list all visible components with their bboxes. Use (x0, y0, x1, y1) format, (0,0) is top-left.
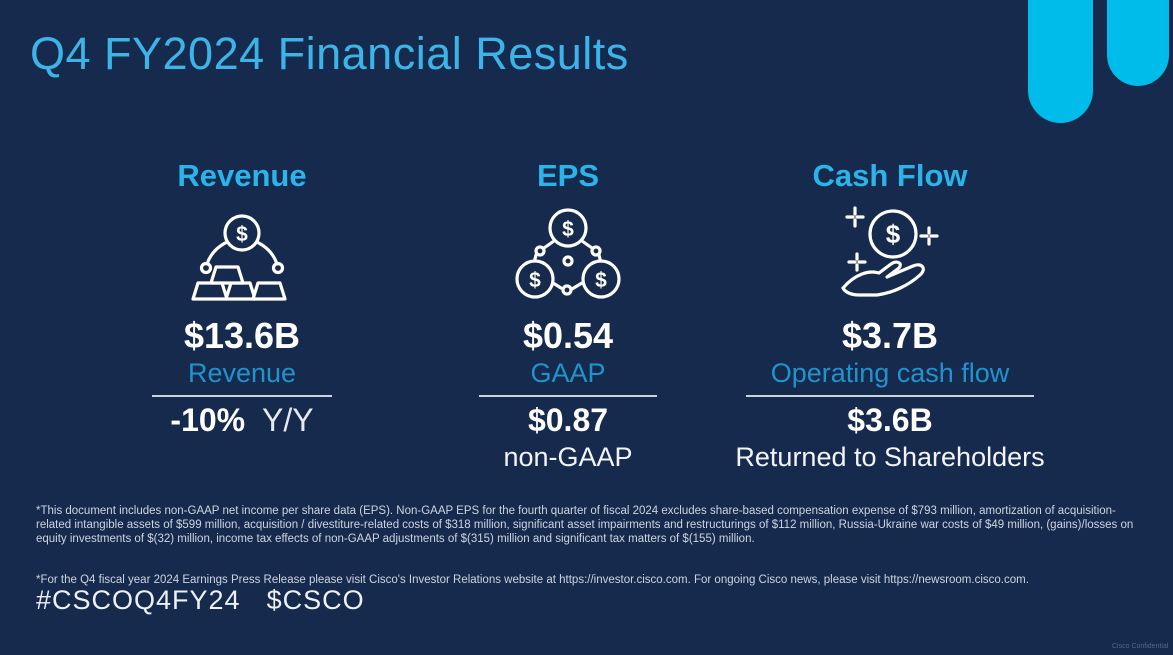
metric-header-cashflow: Cash Flow (812, 158, 968, 193)
metric-column-revenue: Revenue $ $13.6B Revenue -10% Y/Y (117, 156, 367, 438)
cashflow-primary-value: $3.7B (841, 315, 939, 356)
footnote-press-release: *For the Q4 fiscal year 2024 Earnings Pr… (36, 574, 1029, 586)
eps-primary-label: GAAP (530, 358, 606, 388)
revenue-primary-value: $13.6B (183, 315, 301, 356)
metric-column-eps: EPS $ $ $ $0.54 GAAP $0.87 non-GAAP (443, 156, 693, 473)
revenue-yoy-suffix: Y/Y (262, 402, 314, 438)
cisco-logo-bar-left (1028, 0, 1093, 123)
svg-text:$: $ (236, 223, 248, 246)
hand-holding-coin-icon: $ (825, 202, 955, 306)
svg-text:$: $ (595, 269, 607, 292)
revenue-yoy-value: -10% (170, 402, 246, 438)
svg-text:$: $ (886, 219, 901, 249)
revenue-secondary: -10% Y/Y (170, 402, 313, 438)
eps-secondary-value: $0.87 (527, 402, 609, 438)
cisco-logo-bar-right (1107, 0, 1169, 86)
svg-text:$: $ (562, 218, 574, 241)
confidential-label: Cisco Confidential (1112, 643, 1169, 650)
metric-column-cashflow: Cash Flow $ $3.7B Operating cash flow $3… (735, 156, 1044, 473)
footnote-non-gaap: *This document includes non-GAAP net inc… (36, 505, 1134, 545)
cashflow-divider (746, 395, 1034, 397)
svg-text:$: $ (529, 269, 541, 292)
gold-bars-dollar-icon: $ (182, 202, 302, 306)
eps-secondary-label: non-GAAP (503, 442, 633, 472)
footnotes: *This document includes non-GAAP net inc… (36, 504, 1140, 587)
cashflow-secondary-value: $3.6B (847, 402, 933, 438)
page-title: Q4 FY2024 Financial Results (30, 28, 629, 79)
revenue-primary-label: Revenue (187, 358, 297, 388)
three-coins-network-icon: $ $ $ (506, 202, 630, 306)
revenue-divider (152, 395, 332, 397)
hashtag-label: #CSCOQ4FY24 (36, 585, 241, 615)
metric-header-revenue: Revenue (177, 158, 307, 193)
eps-primary-value: $0.54 (522, 315, 614, 356)
cashflow-secondary-label: Returned to Shareholders (735, 442, 1045, 472)
metric-header-eps: EPS (536, 158, 600, 193)
ticker-label: $CSCO (266, 585, 365, 615)
social-tags: #CSCOQ4FY24 $CSCO (36, 585, 365, 616)
cashflow-primary-label: Operating cash flow (770, 358, 1010, 388)
eps-divider (479, 395, 657, 397)
